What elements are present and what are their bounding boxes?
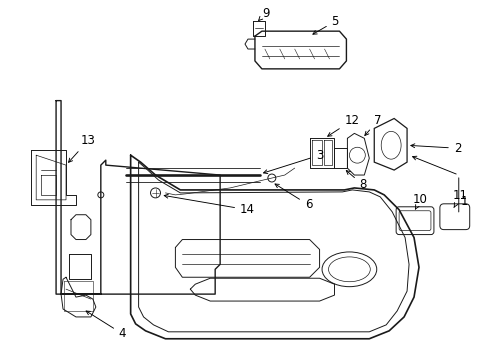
Text: 9: 9: [258, 7, 269, 21]
Text: 10: 10: [412, 193, 427, 209]
Text: 7: 7: [364, 114, 381, 135]
Text: 8: 8: [346, 171, 366, 192]
Text: 13: 13: [68, 134, 96, 162]
Text: 1: 1: [460, 195, 468, 208]
Text: 3: 3: [263, 149, 323, 174]
Text: 4: 4: [86, 311, 126, 340]
Text: 5: 5: [312, 15, 338, 34]
Text: 14: 14: [164, 194, 255, 216]
Text: 12: 12: [327, 114, 359, 136]
Text: 2: 2: [410, 142, 460, 155]
Text: 11: 11: [452, 189, 467, 208]
Text: 6: 6: [274, 184, 311, 211]
